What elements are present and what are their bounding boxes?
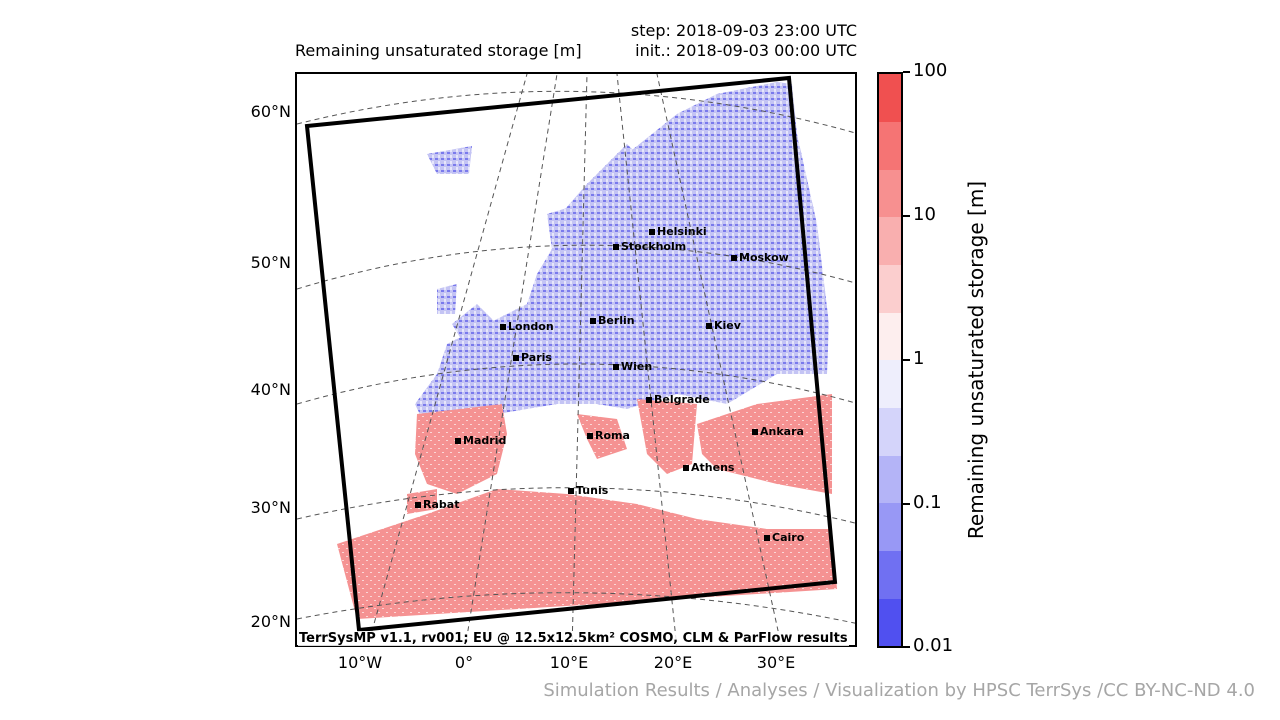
city-wien: Wien — [613, 360, 652, 373]
domain-boundary — [304, 75, 838, 633]
map-panel — [295, 72, 857, 647]
city-kiev: Kiev — [706, 319, 741, 332]
colorbar-segment — [879, 217, 901, 266]
colorbar-segment — [879, 598, 901, 646]
city-moskow: Moskow — [731, 251, 789, 264]
cb-tick-0.1 — [903, 503, 910, 505]
step-time: step: 2018-09-03 23:00 UTC — [630, 21, 857, 40]
dry-landmass — [337, 394, 837, 619]
colorbar-segment — [879, 360, 901, 409]
cb-tick-1 — [903, 359, 910, 361]
city-athens: Athens — [683, 461, 734, 474]
lon-label-10e: 10°E — [549, 653, 589, 672]
colorbar-segment — [879, 550, 901, 599]
colorbar-segment — [879, 121, 901, 170]
city-ankara: Ankara — [752, 425, 804, 438]
city-tunis: Tunis — [568, 484, 608, 497]
cb-tick-10 — [903, 215, 910, 217]
city-stockholm: Stockholm — [613, 240, 686, 253]
city-belgrade: Belgrade — [646, 393, 710, 406]
cb-label-1: 1 — [913, 348, 925, 369]
cb-label-100: 100 — [913, 60, 948, 81]
colorbar-segment — [879, 455, 901, 504]
cb-tick-100 — [903, 71, 910, 73]
colorbar-segment — [879, 407, 901, 456]
init-time: init.: 2018-09-03 00:00 UTC — [635, 41, 857, 60]
wet-landmass — [415, 82, 829, 419]
cb-label-10: 10 — [913, 204, 936, 225]
lat-label-60: 60°N — [250, 102, 291, 121]
city-roma: Roma — [587, 429, 630, 442]
map-canvas — [297, 74, 855, 645]
lat-label-20: 20°N — [250, 612, 291, 631]
colorbar-segment — [879, 74, 901, 123]
cb-tick-0.01 — [903, 646, 910, 648]
cb-label-0.01: 0.01 — [913, 635, 954, 656]
city-london: London — [500, 320, 554, 333]
lat-label-30: 30°N — [250, 498, 291, 517]
colorbar-segment — [879, 264, 901, 313]
colorbar-axis-label: Remaining unsaturated storage [m] — [964, 180, 988, 540]
graticule — [297, 74, 855, 645]
lon-label-30e: 30°E — [756, 653, 796, 672]
footer-attribution: Simulation Results / Analyses / Visualiz… — [543, 680, 1255, 701]
colorbar-segment — [879, 169, 901, 218]
colorbar — [877, 72, 903, 648]
lon-label-0: 0° — [454, 653, 474, 672]
city-madrid: Madrid — [455, 434, 506, 447]
colorbar-segment — [879, 312, 901, 361]
city-paris: Paris — [513, 351, 552, 364]
city-berlin: Berlin — [590, 314, 635, 327]
lon-label-10w: 10°W — [337, 653, 383, 672]
city-rabat: Rabat — [415, 498, 459, 511]
map-title: Remaining unsaturated storage [m] — [295, 41, 582, 60]
model-credit: TerrSysMP v1.1, rv001; EU @ 12.5x12.5km²… — [298, 631, 849, 646]
lon-label-20e: 20°E — [653, 653, 693, 672]
cb-label-0.1: 0.1 — [913, 492, 942, 513]
colorbar-segment — [879, 503, 901, 552]
city-helsinki: Helsinki — [649, 225, 707, 238]
lat-label-40: 40°N — [250, 380, 291, 399]
city-cairo: Cairo — [764, 531, 804, 544]
lat-label-50: 50°N — [250, 253, 291, 272]
